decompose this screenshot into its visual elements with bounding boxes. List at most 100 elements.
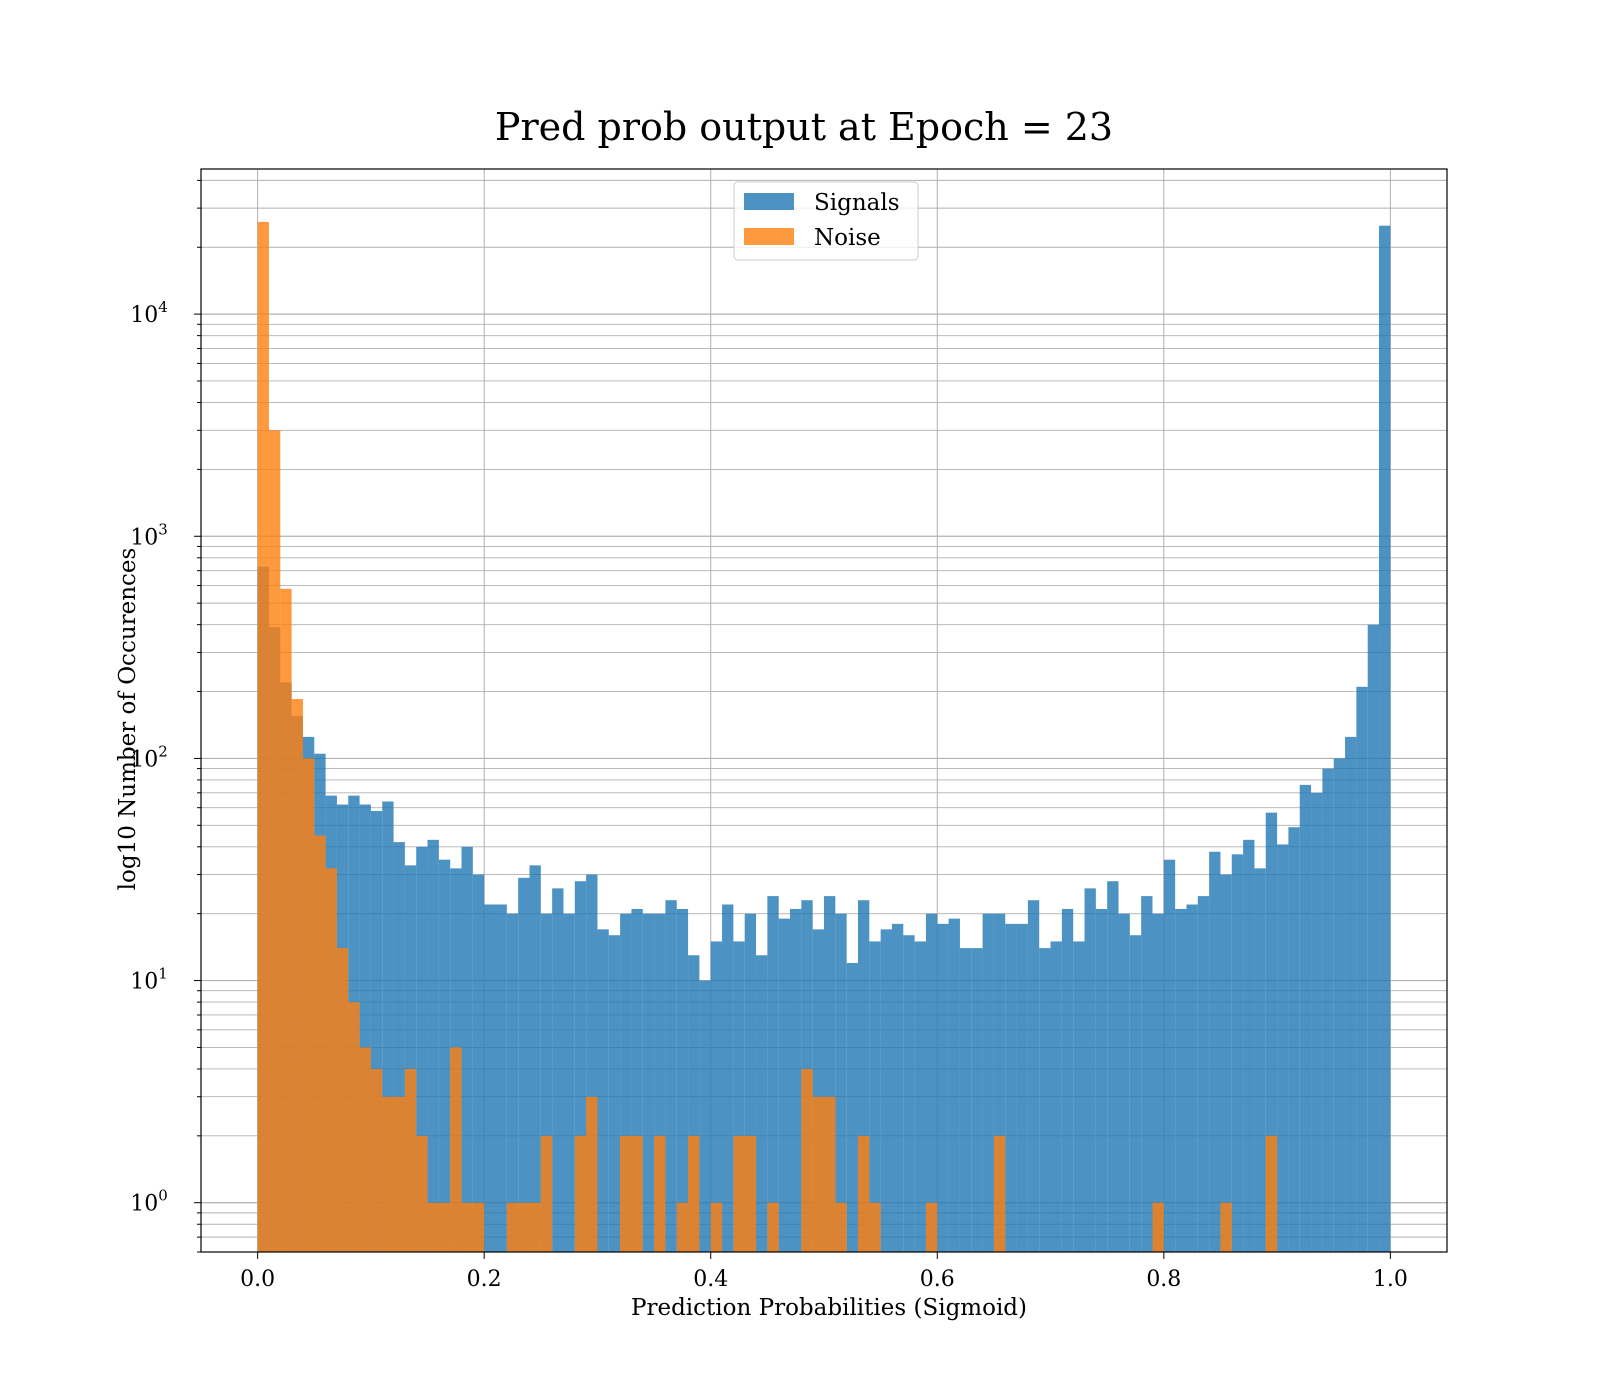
noise-bar (857, 1135, 870, 1252)
signals-bar (495, 904, 507, 1252)
signals-bar (438, 859, 451, 1252)
signals-bar (1152, 913, 1164, 1252)
signals-bar (903, 935, 915, 1252)
signals-bar (654, 913, 666, 1252)
legend-swatch-signals (744, 193, 794, 210)
y-axis-label: log10 Number of Occurences (115, 548, 141, 891)
signals-bar (857, 900, 870, 1252)
signals-bar (393, 842, 405, 1252)
signals-bar (404, 865, 417, 1252)
signals-bar (416, 846, 428, 1252)
noise-bar (427, 1202, 439, 1252)
signals-bar (1005, 923, 1017, 1252)
noise-bar (359, 1047, 371, 1252)
signals-bar (676, 908, 689, 1252)
signals-bar (586, 874, 598, 1252)
x-tick-label: 0.2 (467, 1267, 502, 1292)
signals-bar (880, 929, 892, 1252)
signals-bar (631, 908, 643, 1252)
signals-bar (506, 913, 519, 1252)
signals-bar (1345, 736, 1357, 1252)
signals-bar (540, 913, 553, 1252)
signals-bar (552, 888, 564, 1252)
noise-bar (1265, 1135, 1278, 1252)
noise-bar (733, 1135, 745, 1252)
noise-bar (1220, 1202, 1232, 1252)
noise-bar (450, 1047, 462, 1252)
signals-bar (790, 908, 802, 1252)
signals-bar (1095, 908, 1108, 1252)
signals-bar (518, 877, 530, 1252)
noise-bar (336, 948, 349, 1252)
noise-bar (348, 1002, 360, 1252)
noise-bar (993, 1135, 1006, 1252)
signals-bar (1231, 854, 1244, 1252)
signals-bar (993, 913, 1006, 1252)
x-tick-label: 0.8 (1146, 1267, 1181, 1292)
signals-bar (370, 810, 383, 1252)
signals-bar (1311, 792, 1323, 1252)
noise-bar (461, 1202, 473, 1252)
legend-label-noise: Noise (814, 225, 881, 251)
signals-bar (1016, 923, 1028, 1252)
signals-bar (982, 913, 994, 1252)
signals-bar (1129, 935, 1142, 1252)
chart-title: Pred prob output at Epoch = 23 (495, 105, 1113, 149)
signals-bar (971, 948, 983, 1252)
signals-bar (778, 918, 791, 1252)
x-tick-label: 0.6 (920, 1267, 955, 1292)
noise-bar (869, 1202, 881, 1252)
signals-bar (608, 935, 621, 1252)
signals-bar (1379, 225, 1391, 1252)
signals-bar (1209, 851, 1221, 1252)
legend: Signals Noise (733, 181, 919, 261)
x-tick-label: 1.0 (1373, 1267, 1408, 1292)
signals-bar (1299, 784, 1312, 1252)
noise-bar (506, 1202, 519, 1252)
signals-bar (461, 846, 473, 1252)
noise-bar (710, 1202, 723, 1252)
axes: 0.0 0.2 0.4 0.6 0.8 1.0 100 101 102 103 104 (130, 168, 1448, 1292)
signals-bar (1084, 888, 1096, 1252)
signals-bar (1107, 881, 1119, 1252)
signals-bar (620, 913, 632, 1252)
signals-bar (484, 904, 496, 1252)
signals-bar (382, 801, 394, 1252)
noise-bar (529, 1202, 541, 1252)
noise-bar (472, 1202, 485, 1252)
noise-bar (325, 868, 337, 1252)
signals-bar (1322, 768, 1334, 1252)
signals-bar (1288, 827, 1300, 1252)
signals-bar (767, 896, 779, 1252)
signals-bar (914, 941, 926, 1252)
noise-bar (654, 1135, 666, 1252)
noise-bar (257, 221, 269, 1253)
signals-bar (1039, 948, 1051, 1252)
signals-bar (733, 941, 745, 1252)
signals-bar (359, 804, 371, 1252)
x-tick-label: 0.0 (240, 1267, 275, 1292)
noise-bar (540, 1135, 553, 1252)
noise-bar (620, 1135, 632, 1252)
signals-bar (846, 962, 858, 1252)
noise-bar (812, 1096, 824, 1252)
noise-bar (824, 1096, 836, 1252)
noise-bar (801, 1068, 813, 1252)
signals-bar (1186, 904, 1198, 1252)
noise-bar (370, 1068, 383, 1252)
noise-bar (416, 1135, 428, 1252)
y-tick-label: 102 (130, 742, 168, 772)
legend-label-signals: Signals (814, 190, 900, 216)
noise-bar (314, 835, 326, 1252)
signals-bar (959, 948, 972, 1252)
noise-bar (835, 1202, 847, 1252)
x-axis-label: Prediction Probabilities (Sigmoid) (631, 1295, 1027, 1321)
signals-bar (1265, 812, 1278, 1252)
noise-bar (291, 699, 303, 1252)
noise-bar (302, 758, 315, 1252)
signals-bar (937, 923, 949, 1252)
signals-bar (574, 881, 587, 1252)
noise-bar (280, 588, 292, 1252)
signals-bar (1073, 941, 1085, 1252)
signals-bar (891, 923, 904, 1252)
